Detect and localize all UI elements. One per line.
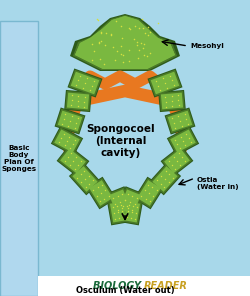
Bar: [0, 21, 38, 296]
Polygon shape: [108, 200, 128, 224]
Polygon shape: [110, 202, 126, 223]
Text: Mesohyl: Mesohyl: [190, 43, 224, 49]
Polygon shape: [107, 199, 129, 225]
Polygon shape: [56, 145, 90, 177]
Polygon shape: [122, 200, 142, 224]
Polygon shape: [71, 72, 99, 94]
Polygon shape: [152, 166, 178, 192]
Polygon shape: [121, 199, 143, 225]
Polygon shape: [117, 187, 143, 216]
Text: Spongocoel
(Internal
cavity): Spongocoel (Internal cavity): [87, 124, 155, 157]
Polygon shape: [64, 90, 92, 112]
Polygon shape: [52, 127, 82, 155]
Polygon shape: [149, 70, 181, 96]
Bar: [38, 276, 250, 296]
Polygon shape: [106, 186, 134, 218]
Text: READER: READER: [144, 281, 188, 291]
Polygon shape: [109, 189, 131, 215]
Text: BIOLOGY: BIOLOGY: [92, 281, 144, 291]
Polygon shape: [151, 72, 179, 94]
Polygon shape: [134, 177, 164, 209]
Polygon shape: [54, 107, 86, 134]
Polygon shape: [170, 129, 196, 152]
Polygon shape: [162, 147, 192, 176]
Polygon shape: [167, 126, 199, 156]
Polygon shape: [124, 202, 140, 223]
Polygon shape: [150, 164, 180, 194]
Polygon shape: [89, 180, 113, 206]
Polygon shape: [75, 16, 175, 69]
Polygon shape: [72, 166, 98, 192]
Text: Osculum (Water out): Osculum (Water out): [76, 286, 174, 295]
Polygon shape: [160, 145, 194, 177]
Polygon shape: [56, 109, 84, 133]
Polygon shape: [158, 90, 186, 112]
Polygon shape: [60, 149, 86, 173]
Text: Ostia
(Water in): Ostia (Water in): [197, 178, 238, 191]
Polygon shape: [135, 178, 163, 208]
Polygon shape: [58, 111, 82, 131]
Polygon shape: [86, 177, 116, 209]
Text: Basic
Body
Plan Of
Sponges: Basic Body Plan Of Sponges: [2, 144, 36, 171]
Polygon shape: [116, 186, 144, 218]
Polygon shape: [168, 127, 198, 155]
Polygon shape: [69, 163, 101, 195]
Polygon shape: [67, 93, 89, 110]
Polygon shape: [166, 109, 194, 133]
Polygon shape: [65, 91, 91, 111]
Polygon shape: [159, 91, 185, 111]
Polygon shape: [69, 70, 101, 96]
Polygon shape: [119, 189, 141, 215]
Polygon shape: [137, 180, 161, 206]
Polygon shape: [148, 68, 182, 97]
Polygon shape: [168, 111, 192, 131]
Polygon shape: [54, 129, 80, 152]
Polygon shape: [164, 107, 196, 134]
Polygon shape: [75, 16, 175, 69]
Polygon shape: [58, 147, 88, 176]
Polygon shape: [68, 68, 102, 97]
Polygon shape: [87, 178, 115, 208]
Polygon shape: [51, 126, 83, 156]
Polygon shape: [70, 14, 180, 71]
Polygon shape: [149, 163, 181, 195]
Polygon shape: [73, 15, 177, 70]
Polygon shape: [107, 187, 133, 216]
Polygon shape: [164, 149, 190, 173]
Polygon shape: [161, 93, 183, 110]
Polygon shape: [70, 164, 100, 194]
